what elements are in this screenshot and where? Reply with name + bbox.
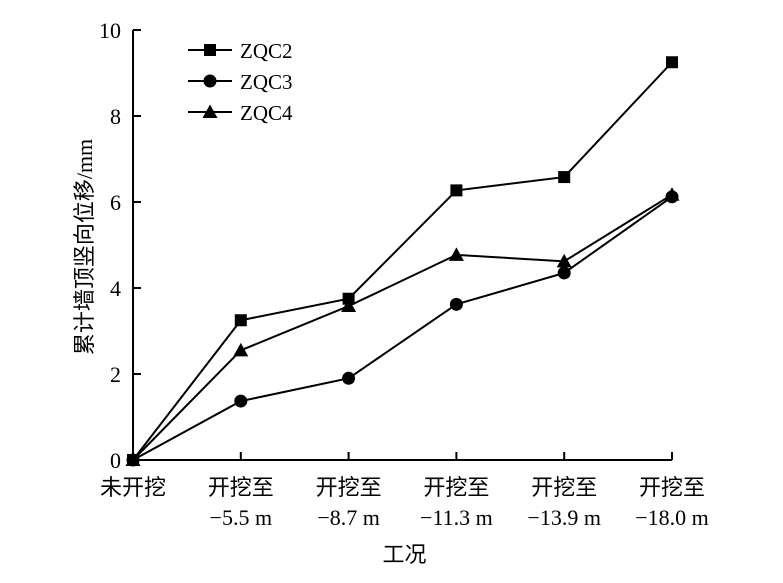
x-tick-label: 开挖至 (639, 475, 705, 500)
point-zqc3 (557, 266, 571, 280)
x-tick-label: 开挖至 (531, 475, 597, 500)
x-axis-title: 工况 (382, 542, 426, 567)
point-zqc4 (556, 253, 572, 268)
point-zqc4 (125, 452, 141, 466)
point-zqc2 (558, 171, 571, 184)
y-axis-title: 累计墙顶竖向位移/mm (72, 139, 97, 355)
legend-label: ZQC3 (240, 70, 293, 94)
y-tick-label: 4 (110, 276, 121, 301)
point-zqc2 (666, 56, 678, 69)
series-line-zqc3 (132, 196, 673, 461)
point-zqc2 (234, 314, 247, 327)
legend-marker-zqc3 (203, 74, 217, 88)
series-line-zqc2 (132, 61, 673, 461)
x-tick-label: 未开挖 (100, 475, 166, 500)
x-tick-label-line2: −13.9 m (527, 505, 601, 530)
x-tick-label-line2: −18.0 m (635, 505, 709, 530)
legend-marker-zqc2 (204, 44, 216, 56)
point-zqc3 (449, 297, 463, 311)
point-zqc4 (341, 298, 357, 313)
x-tick-label: 开挖至 (316, 475, 382, 500)
y-tick-label: 0 (110, 448, 121, 473)
x-tick-label-line2: −11.3 m (420, 505, 493, 530)
point-zqc2 (450, 184, 463, 197)
legend-entry-zqc4: ZQC4 (188, 101, 293, 125)
x-tick-label: 开挖至 (208, 475, 274, 500)
x-tick-label: 开挖至 (423, 475, 489, 500)
legend-entry-zqc2: ZQC2 (188, 39, 293, 63)
point-zqc3 (342, 371, 356, 385)
axes: 0 2 4 6 8 10 未开挖 开挖至 −5.5 m 开挖至 −8.7 m 开挖至 −11.3 m 开挖… (99, 18, 709, 530)
series-layer (125, 56, 680, 467)
legend-marker-zqc4 (202, 104, 218, 118)
legend-entry-zqc3: ZQC3 (188, 70, 293, 94)
x-tick-label-line2: −5.5 m (210, 505, 273, 530)
series-line-zqc4 (132, 193, 673, 461)
point-zqc4 (233, 342, 249, 357)
x-tick-label-line2: −8.7 m (317, 505, 380, 530)
point-zqc4 (664, 187, 680, 201)
y-tick-label: 6 (110, 190, 121, 215)
series-zqc3 (126, 190, 679, 467)
point-zqc4 (448, 247, 464, 261)
legend: ZQC2 ZQC3 ZQC4 (188, 39, 293, 125)
series-zqc4 (125, 187, 680, 466)
y-tick-label: 10 (99, 18, 121, 43)
legend-label: ZQC4 (240, 101, 293, 125)
legend-label: ZQC2 (240, 39, 293, 63)
y-tick-label: 8 (110, 104, 121, 129)
point-zqc3 (234, 394, 248, 408)
y-tick-label: 2 (110, 362, 121, 387)
